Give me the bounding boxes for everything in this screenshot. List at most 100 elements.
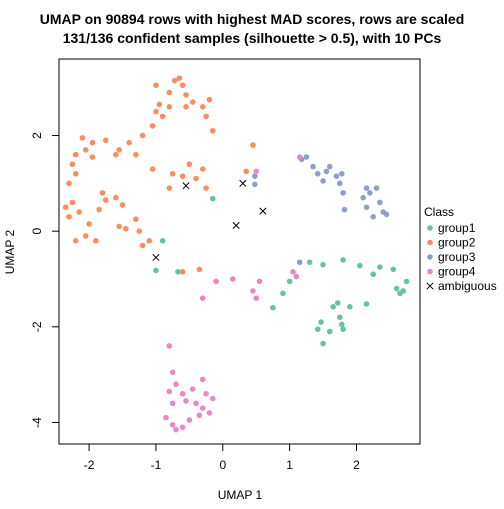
point-group2	[102, 197, 109, 203]
point-group4	[166, 343, 173, 349]
point-group4	[199, 405, 206, 411]
point-group4	[166, 388, 173, 395]
y-tick-label: 0	[30, 228, 44, 235]
point-group2	[116, 147, 122, 153]
point-group4	[186, 417, 193, 423]
point-group4	[196, 412, 203, 419]
point-group3	[320, 178, 326, 184]
point-group2	[72, 237, 79, 244]
data-points	[62, 75, 410, 433]
point-group2	[136, 228, 143, 234]
point-group4	[293, 273, 300, 280]
point-group4	[169, 422, 176, 428]
point-group3	[303, 154, 310, 160]
point-group2	[166, 104, 173, 110]
point-group2	[89, 139, 96, 146]
point-group4	[296, 154, 303, 160]
point-group4	[199, 376, 206, 383]
point-group2	[171, 77, 178, 84]
point-group1	[347, 303, 353, 310]
point-group4	[230, 276, 236, 282]
point-group2	[169, 170, 176, 177]
point-group3	[367, 190, 373, 196]
point-group3	[340, 190, 346, 196]
point-group2	[82, 147, 89, 153]
point-group2	[126, 139, 132, 146]
point-group2	[79, 135, 86, 141]
point-group1	[338, 321, 345, 328]
y-axis-label: UMAP 2	[3, 229, 17, 274]
point-group3	[336, 180, 343, 187]
point-group4	[253, 168, 260, 175]
point-group2	[69, 161, 76, 168]
point-group2	[133, 216, 139, 223]
point-group1	[330, 303, 336, 310]
point-group1	[175, 269, 181, 275]
point-group2	[116, 223, 122, 230]
point-group4	[206, 410, 213, 416]
legend-label-group4: group4	[438, 265, 476, 279]
point-group4	[256, 278, 263, 285]
point-group4	[203, 390, 209, 397]
point-group2	[149, 123, 156, 129]
point-group2	[166, 185, 173, 191]
point-ambiguous	[182, 182, 190, 190]
point-group2	[159, 113, 166, 120]
point-group3	[310, 163, 316, 170]
point-group4	[163, 414, 169, 421]
point-group2	[250, 142, 256, 148]
point-group2	[153, 82, 159, 89]
point-group1	[340, 257, 346, 263]
legend-label-ambiguous: ambiguous	[438, 279, 497, 293]
point-group2	[86, 221, 92, 227]
point-group2	[89, 154, 96, 160]
point-group2	[179, 269, 186, 275]
point-group2	[203, 113, 209, 120]
point-group3	[326, 163, 333, 170]
x-tick-label: 2	[353, 458, 360, 472]
point-group2	[153, 108, 159, 115]
point-group2	[193, 175, 199, 182]
point-group4	[183, 398, 189, 404]
point-group2	[243, 168, 249, 175]
point-ambiguous	[259, 207, 267, 215]
point-ambiguous	[152, 253, 160, 262]
point-group1	[357, 262, 363, 269]
point-group2	[123, 225, 129, 232]
point-group4	[253, 295, 260, 301]
point-group4	[173, 381, 179, 388]
legend-label-group2: group2	[438, 236, 476, 250]
point-group2	[102, 137, 109, 144]
x-tick-label: -2	[84, 458, 95, 472]
point-group2	[209, 127, 216, 134]
point-group1	[318, 319, 324, 325]
legend-marker-group2	[427, 239, 433, 246]
point-group2	[66, 214, 72, 220]
point-group1	[393, 285, 400, 292]
point-group1	[280, 290, 286, 297]
point-group4	[173, 426, 179, 433]
y-axis: -4 -2 0 2	[30, 132, 60, 428]
point-group2	[139, 132, 146, 139]
point-group1	[334, 300, 341, 306]
point-group2	[72, 170, 79, 177]
point-group2	[176, 75, 183, 81]
y-tick-label: 2	[30, 132, 44, 139]
point-group2	[69, 199, 76, 206]
point-group2	[113, 151, 119, 158]
point-group3	[341, 206, 348, 213]
legend-title: Class	[424, 205, 454, 219]
point-group2	[186, 161, 193, 168]
point-group1	[363, 301, 370, 307]
point-group3	[296, 259, 303, 266]
point-group2	[199, 166, 206, 172]
point-group3	[363, 204, 370, 211]
point-group3	[363, 185, 370, 191]
point-ambiguous	[232, 221, 240, 229]
point-group2	[156, 101, 163, 108]
y-tick-label: -2	[30, 321, 44, 332]
point-group3	[314, 170, 321, 177]
point-group4	[290, 269, 296, 275]
